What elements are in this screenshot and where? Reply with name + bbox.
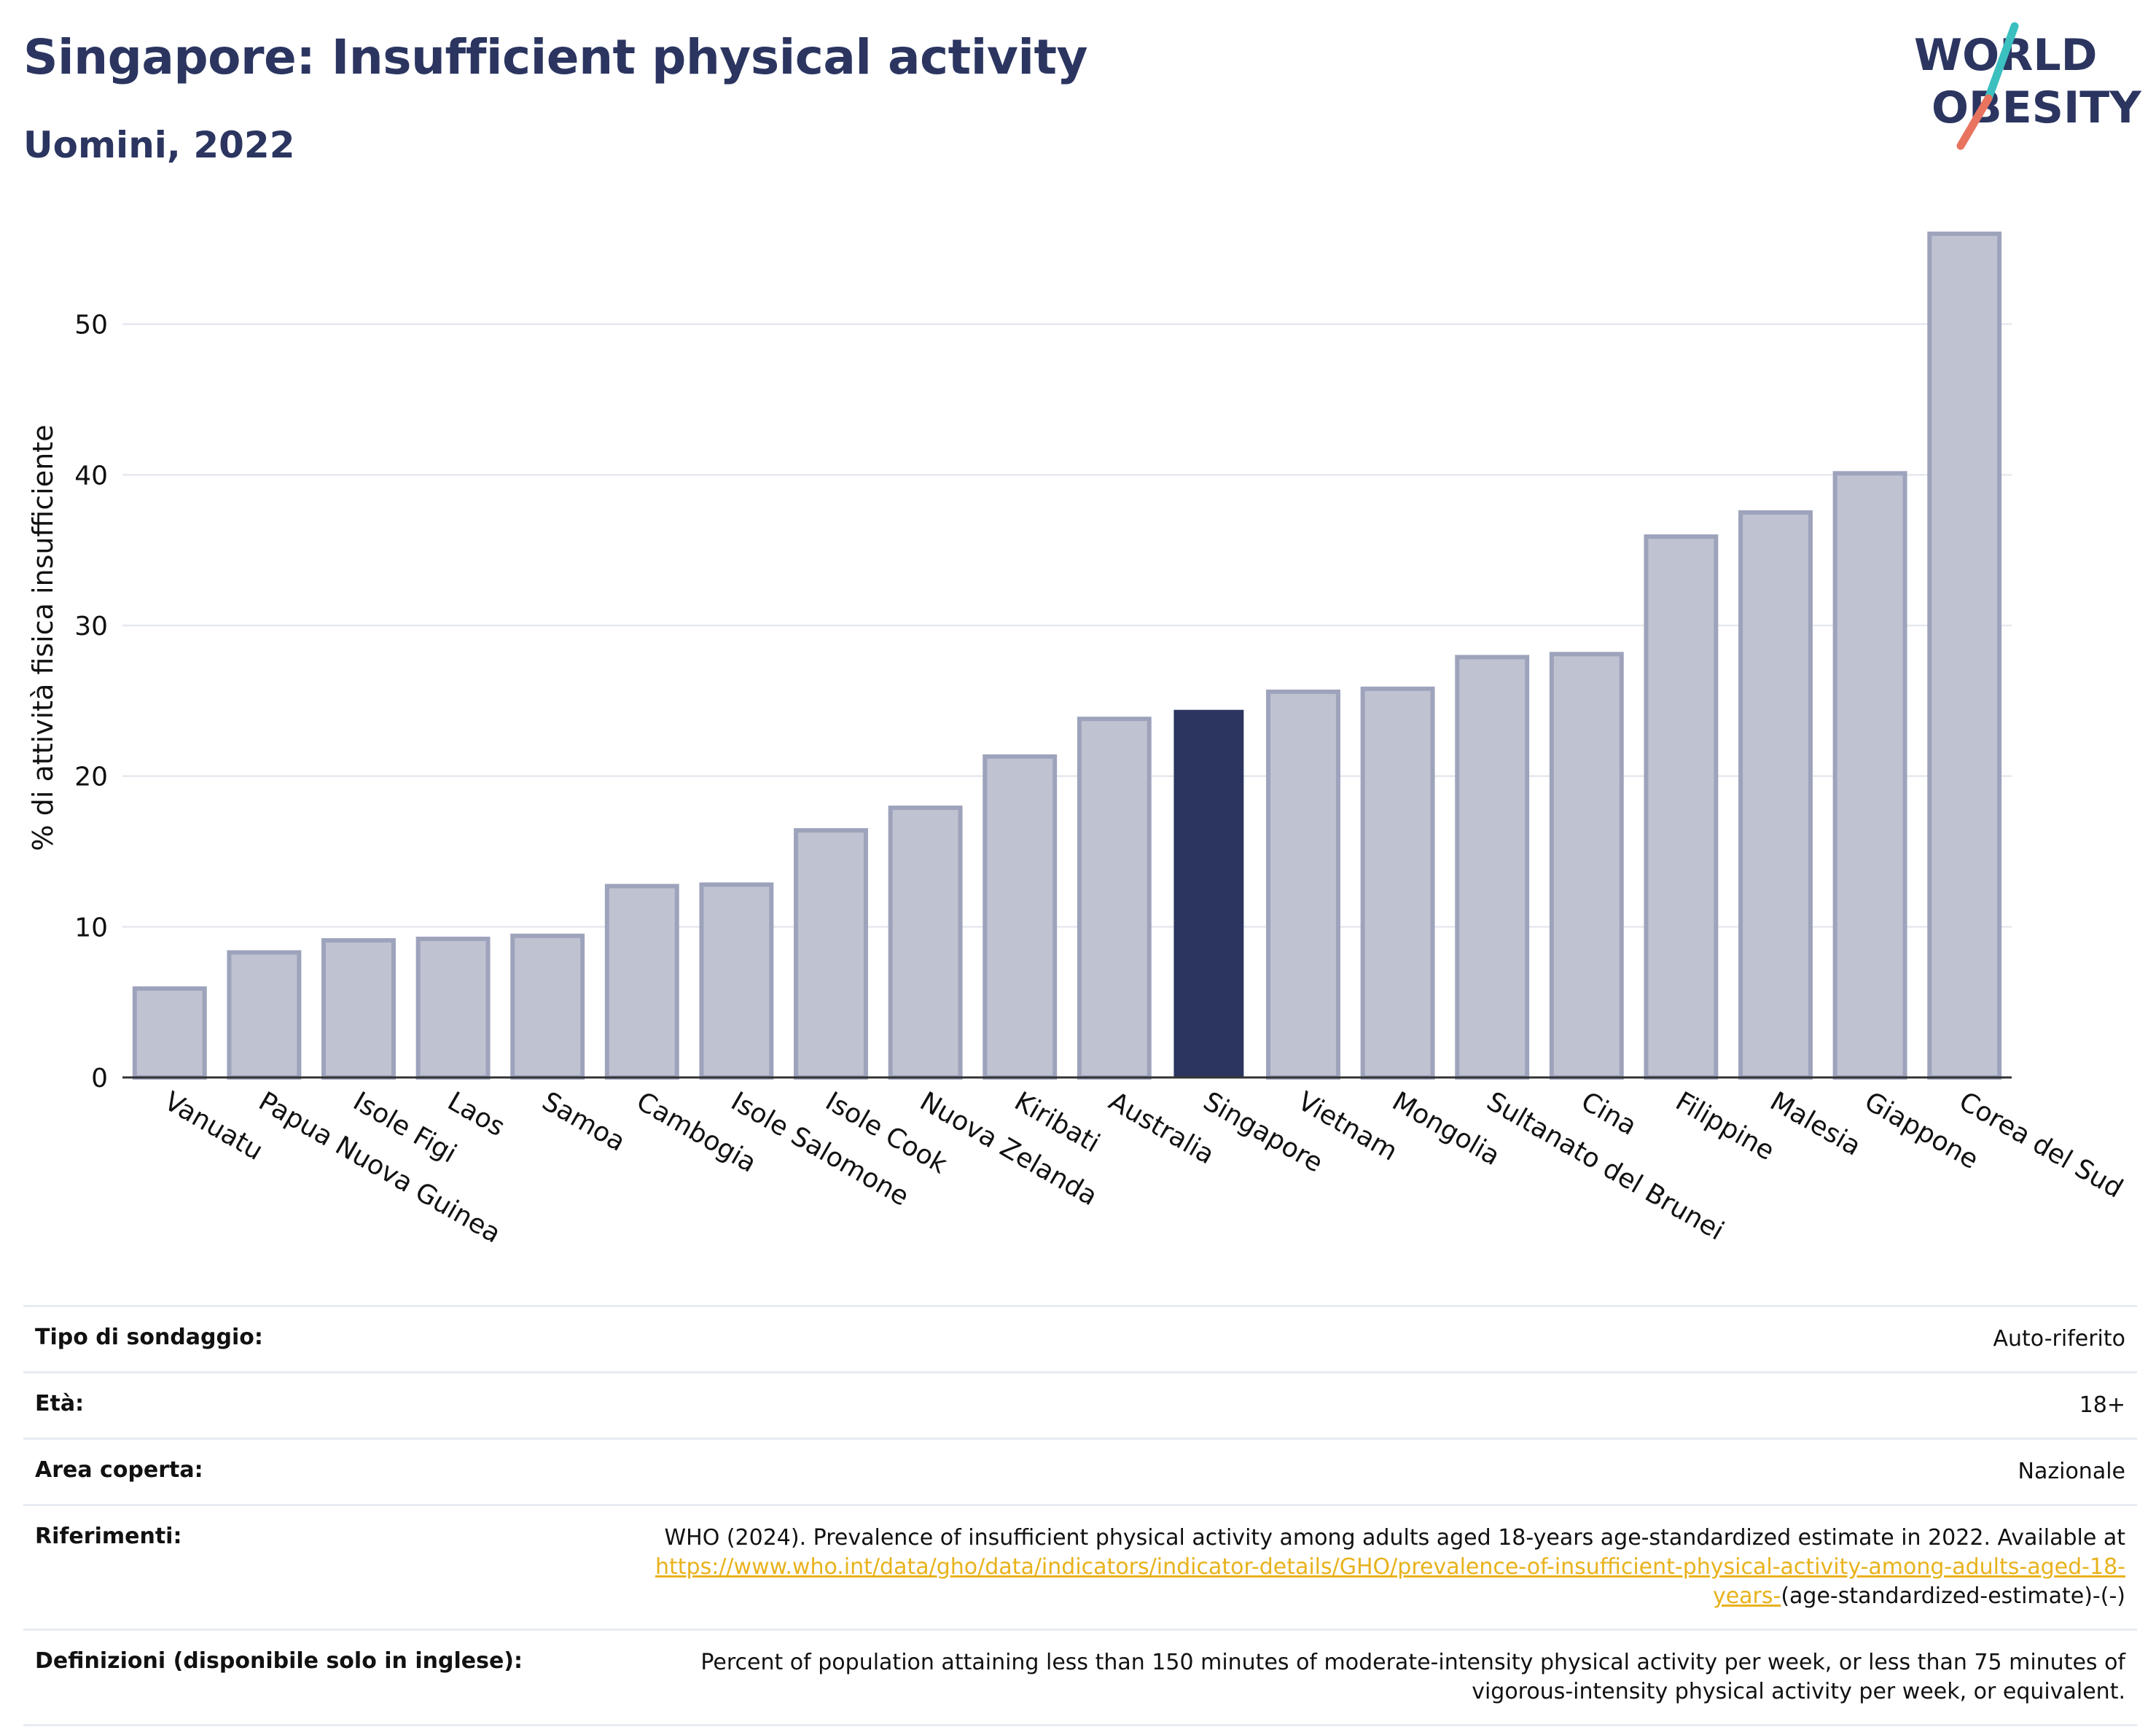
logo-slash-teal <box>1984 22 2019 103</box>
metadata-table: Tipo di sondaggio: Auto-riferito Età: 18… <box>23 1305 2137 1726</box>
bars <box>132 231 2002 1080</box>
x-tick-label: Mongolia <box>1387 1086 1505 1171</box>
y-tick-label: 0 <box>91 1064 108 1093</box>
bar-malesia <box>1738 510 1813 1080</box>
bar-corea-del-sud <box>1927 231 2002 1080</box>
y-tick-label: 30 <box>74 612 108 642</box>
grid-lines <box>122 323 2012 928</box>
bar-filippine <box>1644 534 1719 1080</box>
metadata-value: 18+ <box>601 1371 2137 1439</box>
y-tick-label: 40 <box>74 461 108 491</box>
bar-kiribati <box>983 754 1058 1080</box>
bar-vietnam <box>1266 689 1340 1080</box>
x-tick-label: Samoa <box>537 1086 630 1158</box>
x-tick-label: Corea del Sud <box>1954 1086 2128 1204</box>
y-axis-title: % di attività fisica insufficiente <box>27 425 59 851</box>
metadata-row-area: Area coperta: Nazionale <box>23 1438 2137 1505</box>
logo-slash-coral <box>1956 94 1993 150</box>
x-tick-label: Laos <box>442 1086 509 1142</box>
metadata-label: Tipo di sondaggio: <box>23 1305 601 1373</box>
metadata-value: Auto-riferito <box>601 1305 2137 1373</box>
y-tick-label: 10 <box>74 913 108 943</box>
metadata-value: Percent of population attaining less tha… <box>601 1629 2137 1726</box>
bar-papua-nuova-guinea <box>227 950 302 1080</box>
metadata-row-references: Riferimenti: WHO (2024). Prevalence of i… <box>23 1504 2137 1630</box>
bar-isole-cook <box>794 828 868 1080</box>
chart-subtitle: Uomini, 2022 <box>23 124 295 166</box>
reference-link[interactable]: https://www.who.int/data/gho/data/indica… <box>655 1554 2125 1609</box>
bar-mongolia <box>1360 686 1435 1080</box>
metadata-value: Nazionale <box>601 1438 2137 1505</box>
x-tick-label: Malesia <box>1765 1086 1866 1162</box>
reference-suffix: (age-standardized-estimate)-(-) <box>1781 1583 2125 1609</box>
y-tick-label: 20 <box>74 763 108 792</box>
metadata-row-age: Età: 18+ <box>23 1371 2137 1439</box>
metadata-row-definitions: Definizioni (disponibile solo in inglese… <box>23 1629 2137 1726</box>
logo-text-obesity: OBESITY <box>1932 82 2142 133</box>
bar-vanuatu <box>132 986 207 1080</box>
world-obesity-logo: WORLD OBESITY <box>1914 22 2142 150</box>
chart-title: Singapore: Insufficient physical activit… <box>23 29 1088 85</box>
metadata-label: Definizioni (disponibile solo in inglese… <box>23 1629 601 1726</box>
metadata-value-references: WHO (2024). Prevalence of insufficient p… <box>601 1504 2137 1630</box>
bar-cambogia <box>604 884 679 1080</box>
x-tick-label: Filippine <box>1671 1086 1779 1166</box>
bar-samoa <box>510 933 585 1080</box>
x-tick-label: Australia <box>1104 1086 1219 1170</box>
x-tick-label: Vanuatu <box>159 1086 267 1166</box>
bar-sultanato-del-brunei <box>1455 655 1530 1080</box>
metadata-row-survey-type: Tipo di sondaggio: Auto-riferito <box>23 1305 2137 1373</box>
bar-isole-salomone <box>699 882 774 1080</box>
metadata-label: Area coperta: <box>23 1438 601 1505</box>
metadata-label: Riferimenti: <box>23 1504 601 1630</box>
metadata-label: Età: <box>23 1371 601 1439</box>
bar-laos <box>415 936 491 1080</box>
bar-isole-figi <box>321 937 396 1080</box>
bar-cina <box>1549 652 1624 1080</box>
y-tick-label: 50 <box>74 311 108 340</box>
x-tick-label: Cina <box>1576 1086 1641 1142</box>
bar-giappone <box>1832 471 1907 1080</box>
bar-australia <box>1077 717 1152 1080</box>
reference-text: WHO (2024). Prevalence of insufficient p… <box>664 1525 2125 1551</box>
bar-nuova-zelanda <box>888 806 963 1080</box>
bar-singapore <box>1173 709 1244 1077</box>
